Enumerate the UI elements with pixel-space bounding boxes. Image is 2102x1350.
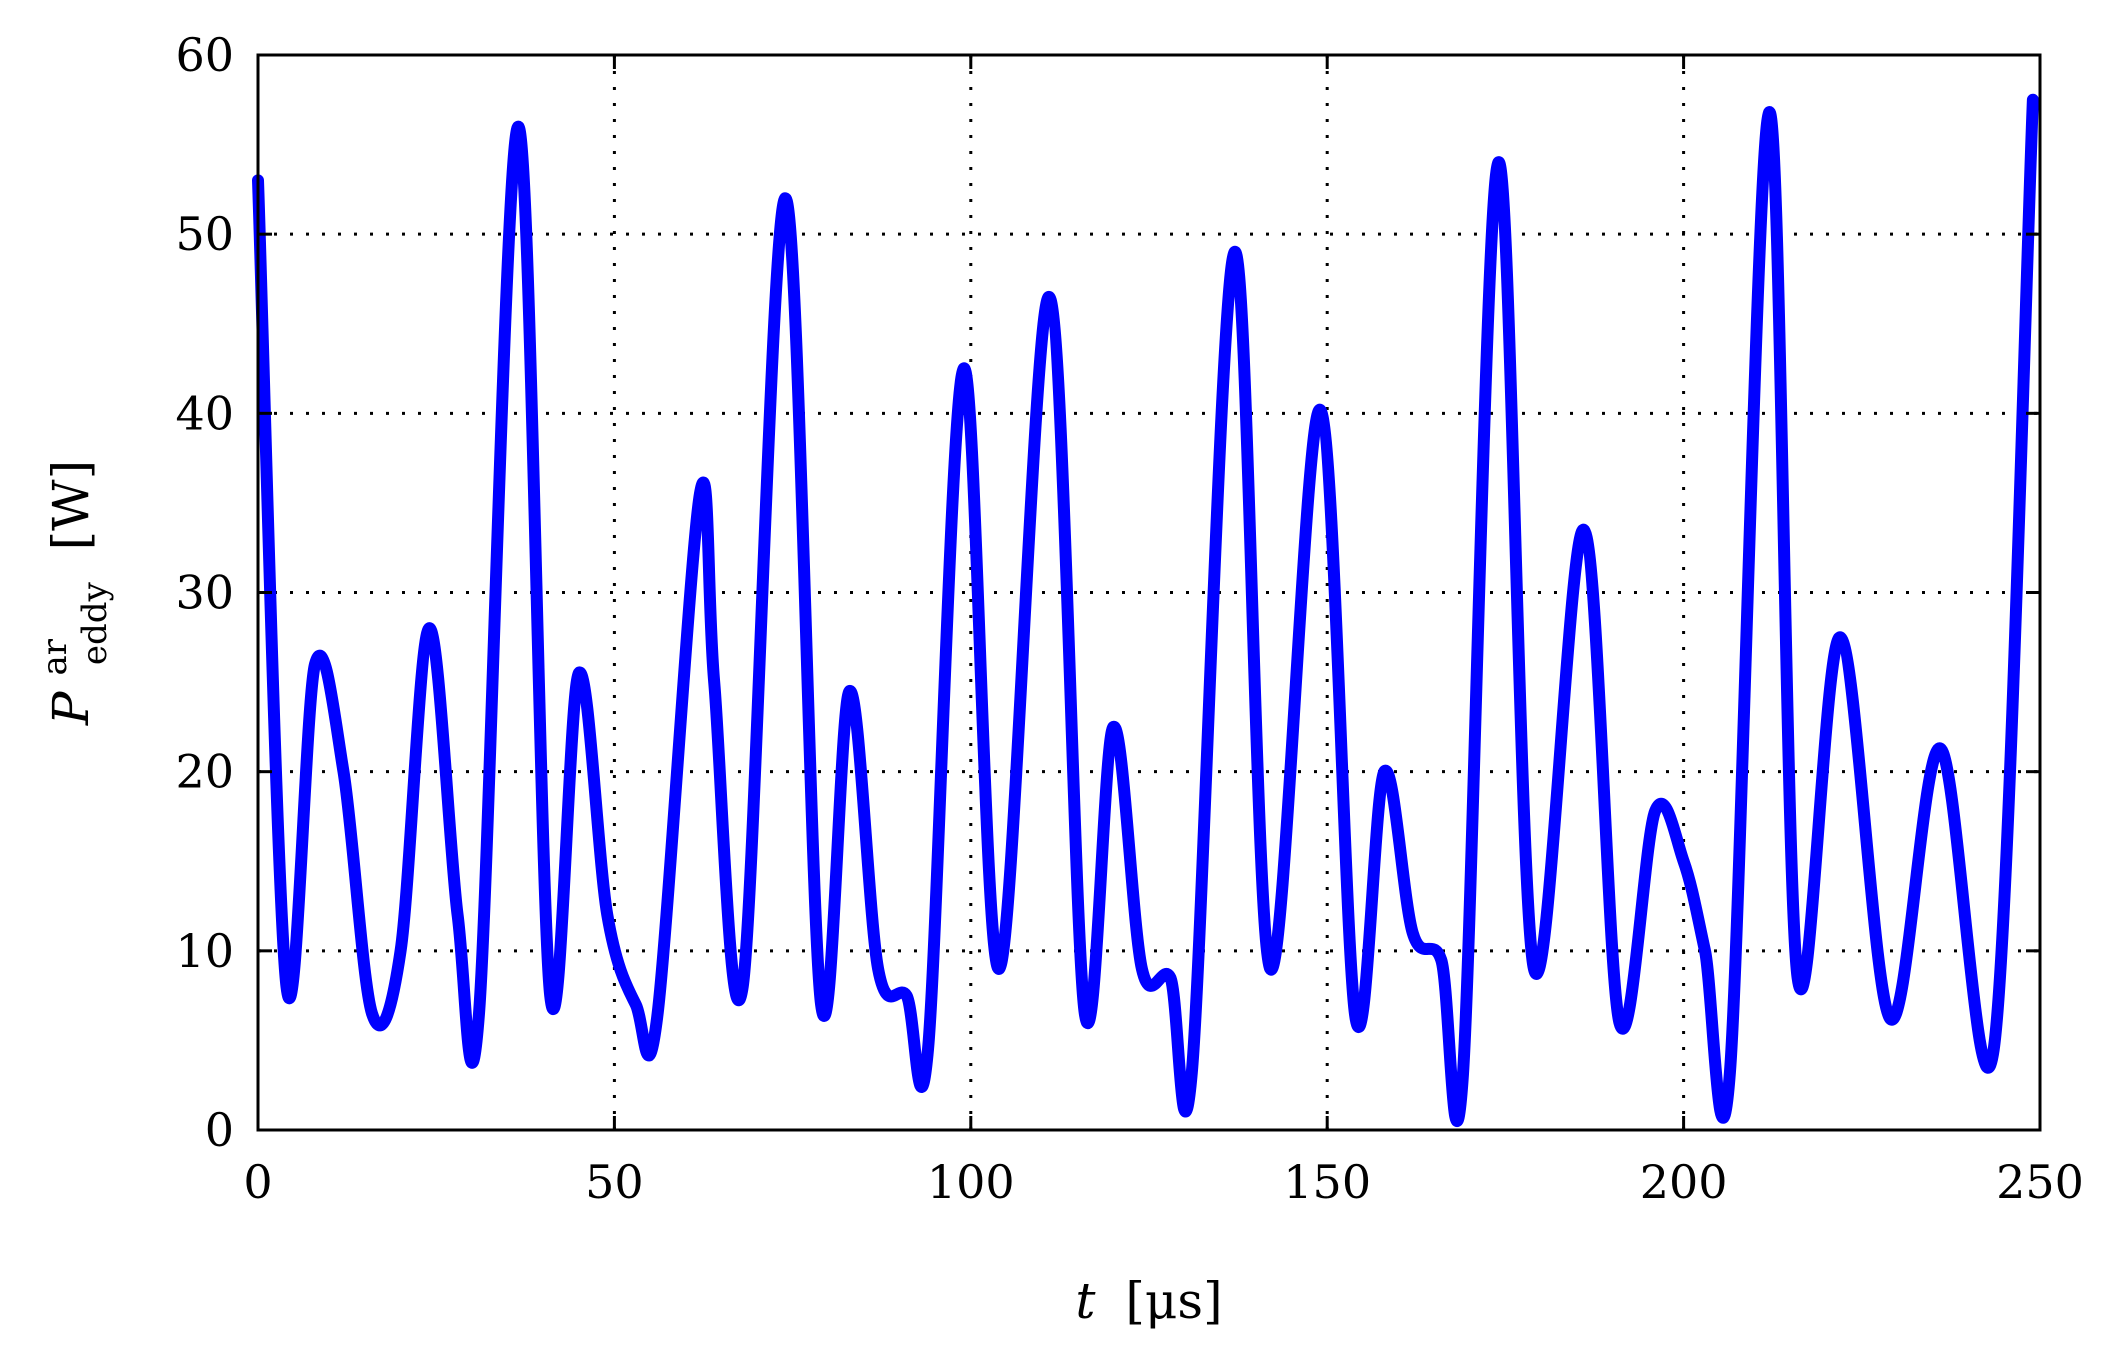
y-axis-unit: [W]: [42, 460, 100, 550]
x-tick-label: 0: [243, 1155, 272, 1209]
y-axis-label: P ar eddy [W]: [20, 460, 118, 726]
y-tick-label: 50: [175, 207, 234, 261]
axis-ticks: 0 50 100 150 200 250 0 10 20 30 40 50 60: [175, 28, 2083, 1209]
y-tick-label: 10: [175, 924, 234, 978]
y-tick-label: 40: [175, 386, 234, 440]
y-tick-label: 20: [175, 745, 234, 799]
x-tick-label: 50: [585, 1155, 644, 1209]
x-axis-unit: [μs]: [1125, 1272, 1222, 1330]
x-axis-var: t: [1075, 1272, 1096, 1330]
y-tick-label: 30: [175, 566, 234, 620]
plot-area: [252, 93, 2039, 1127]
series-line: [252, 93, 2039, 1127]
y-tick-label: 60: [175, 28, 234, 82]
x-tick-label: 250: [1996, 1155, 2084, 1209]
y-tick-label: 0: [205, 1103, 234, 1157]
x-tick-label: 200: [1640, 1155, 1728, 1209]
y-axis-var: P: [42, 690, 100, 726]
y-axis-subscript: eddy: [75, 581, 115, 665]
x-tick-label: 100: [927, 1155, 1015, 1209]
y-axis-superscript: ar: [35, 638, 75, 675]
x-axis-label: t [μs]: [1075, 1272, 1222, 1330]
x-tick-label: 150: [1283, 1155, 1371, 1209]
